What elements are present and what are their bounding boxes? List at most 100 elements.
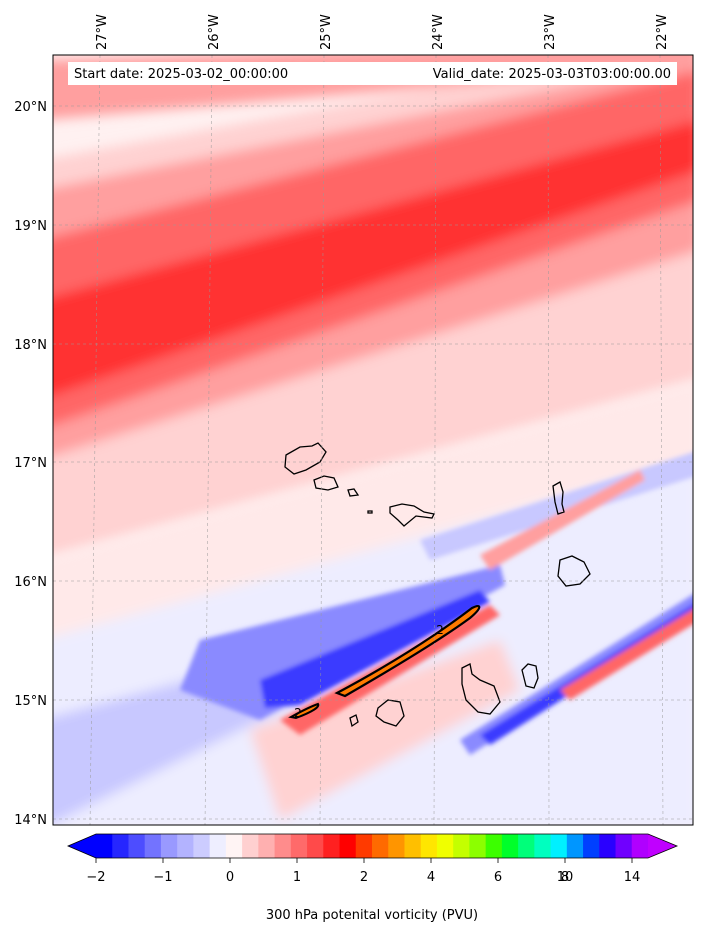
- grid-lon-24w: [433, 55, 437, 825]
- colorbar-segment: [404, 834, 422, 858]
- lon-label-26w: 26°W: [207, 14, 222, 50]
- map-border: [52, 54, 694, 826]
- colorbar-segment: [128, 834, 146, 858]
- colorbar-segment: [225, 834, 243, 858]
- colorbar-segment: [209, 834, 227, 858]
- colorbar-segment: [534, 834, 552, 858]
- grid-lon-26w: [204, 55, 213, 825]
- island-fogo: [375, 699, 405, 727]
- cbar-tick-label: 2: [360, 870, 368, 885]
- island-santiago: [461, 663, 501, 715]
- colorbar-ticks: [95, 858, 633, 863]
- colorbar-segment: [242, 834, 259, 858]
- graticule: [53, 55, 693, 825]
- colorbar-segments: [96, 834, 649, 858]
- cbar-tick-label: 14: [624, 870, 641, 885]
- colorbar-segment: [583, 834, 600, 858]
- colorbar-segment: [469, 834, 487, 858]
- lon-label-24w: 24°W: [431, 14, 446, 50]
- colorbar-segment: [323, 834, 341, 858]
- pv-band-deep-red: [53, 121, 693, 396]
- colorbar-segment: [566, 834, 584, 858]
- lon-label-27w: 27°W: [95, 14, 110, 50]
- red-filament-mid: [480, 470, 645, 570]
- contour-label-east: 2: [436, 623, 444, 637]
- start-date-label: Start date: 2025-03-02_00:00:00: [74, 67, 288, 82]
- colorbar-segment: [518, 834, 535, 858]
- colorbar-segment: [177, 834, 195, 858]
- colorbar-tick-labels: −2 −1 0 1 2 4 6 8 10 14: [86, 870, 640, 885]
- colorbar-extend-over: [648, 834, 677, 858]
- cbar-tick-label: 0: [226, 870, 234, 885]
- island-sal: [552, 481, 565, 515]
- contour-label-west: 2: [294, 706, 302, 720]
- lat-labels: 20°N 19°N 18°N 17°N 16°N 15°N 14°N: [14, 100, 47, 828]
- island-sao-vicente: [313, 475, 339, 491]
- lat-label-17n: 17°N: [14, 456, 47, 471]
- valid-date-label: Valid_date: 2025-03-03T03:00:00.00: [433, 67, 671, 82]
- colorbar-segment: [258, 834, 276, 858]
- colorbar-segment: [388, 834, 406, 858]
- cbar-tick-label: 4: [427, 870, 435, 885]
- lat-label-20n: 20°N: [14, 100, 47, 115]
- colorbar-segment: [144, 834, 162, 858]
- lon-labels: 27°W 26°W 25°W 24°W 23°W 22°W: [95, 14, 670, 50]
- cbar-tick-label: 1: [293, 870, 301, 885]
- island-brava: [349, 714, 359, 728]
- island-santo-antao: [284, 442, 327, 475]
- lon-label-22w: 22°W: [655, 14, 670, 50]
- colorbar-segment: [501, 834, 519, 858]
- map-area: 2 2: [53, 55, 693, 825]
- island-maio: [521, 663, 539, 689]
- colorbar-segment: [339, 834, 357, 858]
- pv-field-north: [53, 55, 693, 557]
- lon-label-23w: 23°W: [543, 14, 558, 50]
- grid-lon-23w: [547, 55, 550, 825]
- cbar-tick-label: −1: [153, 870, 172, 885]
- pv-south-red-patch: [250, 640, 520, 820]
- colorbar-segment: [372, 834, 389, 858]
- colorbar-segment: [160, 834, 178, 858]
- colorbar-segment: [274, 834, 292, 858]
- lon-label-25w: 25°W: [319, 14, 334, 50]
- lat-label-15n: 15°N: [14, 694, 47, 709]
- colorbar-segment: [599, 834, 617, 858]
- islands: [284, 442, 591, 728]
- lat-label-18n: 18°N: [14, 338, 47, 353]
- colorbar-segment: [615, 834, 633, 858]
- blue-filament-west-core: [260, 590, 490, 708]
- pv-core-orange: [334, 604, 481, 698]
- pv-core-orange-west: [288, 702, 320, 720]
- grid-lon-25w: [319, 55, 325, 825]
- grid-lon-27w: [89, 55, 101, 825]
- cbar-tick-label: 10: [557, 870, 574, 885]
- island-branco: [367, 510, 373, 514]
- cbar-tick-label: 8: [561, 870, 569, 885]
- colorbar-segment: [112, 834, 130, 858]
- lat-label-19n: 19°N: [14, 219, 47, 234]
- colorbar: −2 −1 0 1 2 4 6 8 10 14 300 hPa potenita…: [66, 833, 679, 923]
- colorbar-segment: [290, 834, 308, 858]
- lat-label-16n: 16°N: [14, 575, 47, 590]
- cbar-tick-label: −2: [86, 870, 105, 885]
- colorbar-segment: [355, 834, 373, 858]
- colorbar-segment: [485, 834, 503, 858]
- header-box: [68, 62, 677, 85]
- island-santa-luzia: [347, 488, 360, 497]
- colorbar-segment: [96, 834, 113, 858]
- colorbar-segment: [307, 834, 324, 858]
- colorbar-segment: [550, 834, 568, 858]
- grid-lon-22w: [659, 55, 664, 825]
- colorbar-segment: [436, 834, 454, 858]
- colorbar-extend-under: [68, 834, 96, 858]
- island-sao-nicolau: [389, 503, 435, 527]
- colorbar-label: 300 hPa potenital vorticity (PVU): [266, 908, 478, 923]
- colorbar-segment: [420, 834, 438, 858]
- lat-label-14n: 14°N: [14, 813, 47, 828]
- cbar-tick-label: 6: [494, 870, 502, 885]
- colorbar-segment: [631, 834, 649, 858]
- red-filament-east: [560, 609, 693, 700]
- colorbar-segment: [453, 834, 471, 858]
- colorbar-segment: [193, 834, 211, 858]
